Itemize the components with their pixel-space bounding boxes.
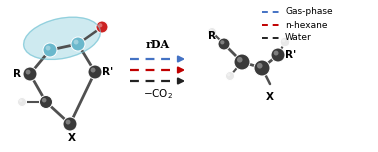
Circle shape [237,57,243,63]
Circle shape [23,67,37,81]
Circle shape [234,54,250,70]
Circle shape [282,39,285,42]
Ellipse shape [24,17,101,60]
Circle shape [17,97,26,107]
Circle shape [274,51,279,55]
Circle shape [88,65,102,79]
Circle shape [66,120,70,124]
Text: X: X [266,92,274,102]
Circle shape [26,70,31,74]
Text: R': R' [285,50,297,60]
Circle shape [19,99,22,102]
Circle shape [208,28,217,36]
Text: Gas-phase: Gas-phase [285,7,333,17]
Circle shape [209,29,212,32]
Text: X: X [68,133,76,143]
Circle shape [271,48,285,62]
Circle shape [46,46,51,50]
Text: rDA: rDA [146,40,170,50]
Circle shape [226,71,234,81]
Circle shape [71,37,85,51]
Circle shape [74,40,79,45]
Text: R': R' [102,67,114,77]
Circle shape [254,60,270,76]
Circle shape [220,40,225,44]
Text: n-hexane: n-hexane [285,21,327,29]
Circle shape [63,117,77,131]
Circle shape [39,95,53,109]
Text: Water: Water [285,33,312,43]
Text: $-\mathregular{CO_2}$: $-\mathregular{CO_2}$ [143,87,173,101]
Text: R: R [208,31,216,41]
Circle shape [218,38,230,50]
Circle shape [227,73,230,76]
Text: R: R [13,69,21,79]
Circle shape [43,43,57,57]
Circle shape [42,98,46,102]
Circle shape [91,68,96,73]
Circle shape [257,63,263,69]
Circle shape [98,23,102,27]
Circle shape [96,21,108,33]
Circle shape [280,37,290,47]
